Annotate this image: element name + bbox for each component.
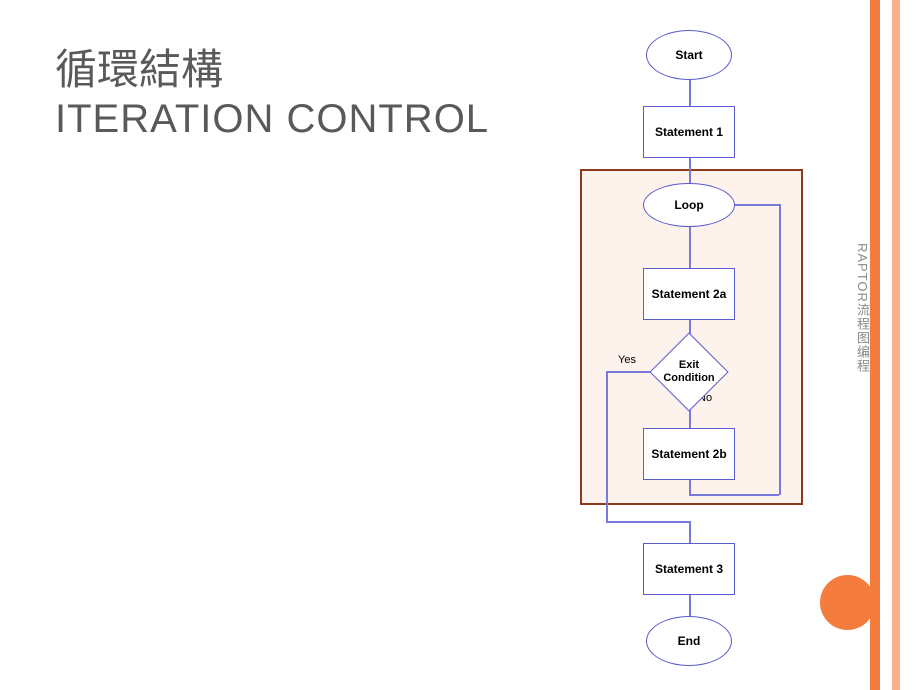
node-statement-2a: Statement 2a [643, 268, 735, 320]
node-start: Start [646, 30, 732, 80]
edge [689, 80, 691, 106]
edge [689, 480, 691, 494]
node-end: End [646, 616, 732, 666]
edge [689, 595, 691, 616]
page-marker-circle [820, 575, 875, 630]
edge [689, 521, 691, 543]
node-label: Loop [674, 198, 703, 212]
edge [689, 158, 691, 183]
edge-label-yes: Yes [618, 354, 636, 366]
node-loop: Loop [643, 183, 735, 227]
flowchart: Yes No Start Statement 1 Loop Statement … [580, 28, 810, 678]
side-label: RAPTOR流程图编程 [853, 243, 872, 373]
title-english: ITERATION CONTROL [55, 97, 489, 142]
node-label: End [678, 634, 701, 648]
title-block: 循環結構 ITERATION CONTROL [55, 36, 489, 142]
node-label: Statement 1 [655, 125, 723, 139]
node-statement-1: Statement 1 [643, 106, 735, 158]
node-label: Statement 2a [652, 287, 727, 301]
edge [606, 371, 608, 521]
node-statement-2b: Statement 2b [643, 428, 735, 480]
side-strip [892, 0, 900, 690]
node-exit-condition: ExitCondition [649, 342, 729, 402]
edge [779, 204, 781, 495]
node-label: Statement 2b [651, 447, 726, 461]
edge [689, 227, 691, 268]
edge [606, 371, 650, 373]
edge [689, 494, 779, 496]
node-label: ExitCondition [649, 342, 729, 402]
node-statement-3: Statement 3 [643, 543, 735, 595]
node-label: Statement 3 [655, 562, 723, 576]
title-chinese: 循環結構 [55, 36, 489, 97]
node-label: Start [675, 48, 702, 62]
edge [606, 521, 690, 523]
edge [735, 204, 780, 206]
